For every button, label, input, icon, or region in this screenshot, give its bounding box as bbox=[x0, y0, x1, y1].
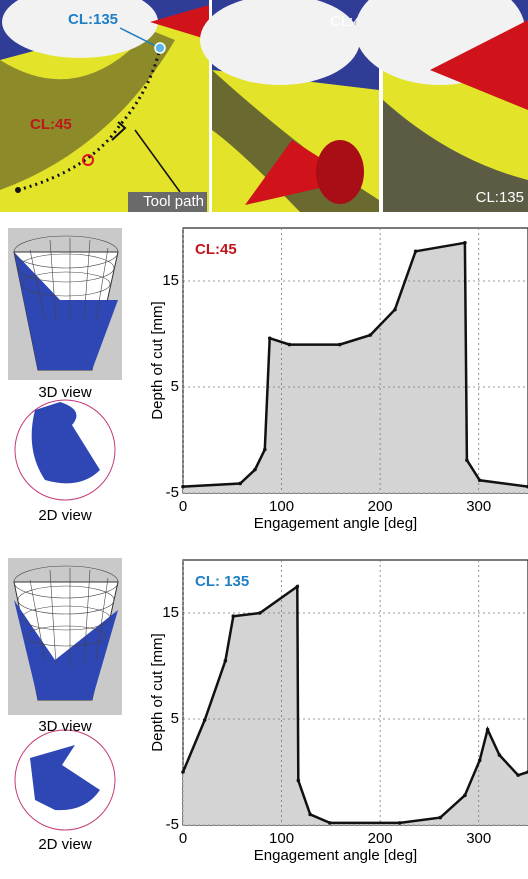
cl135-label: CL:135 bbox=[68, 11, 118, 28]
data-point bbox=[181, 770, 185, 774]
x-tick-label: 300 bbox=[466, 830, 491, 847]
view-label: 3D view bbox=[38, 718, 92, 735]
data-point bbox=[463, 241, 467, 245]
y-tick-label: -5 bbox=[166, 484, 179, 501]
data-point bbox=[287, 342, 292, 347]
data-point bbox=[477, 478, 482, 483]
x-tick-label: 100 bbox=[269, 830, 294, 847]
data-point bbox=[393, 307, 397, 312]
side-2d-2 bbox=[14, 729, 116, 831]
data-point bbox=[413, 249, 418, 254]
side-2d-1 bbox=[14, 399, 116, 501]
data-point bbox=[463, 793, 467, 798]
data-point bbox=[263, 447, 267, 452]
data-point bbox=[238, 481, 242, 486]
view-label: 2D view bbox=[38, 836, 92, 853]
side-3d-1 bbox=[8, 228, 122, 380]
y-tick-label: 15 bbox=[162, 272, 179, 289]
x-axis-label: Engagement angle [deg] bbox=[254, 847, 417, 864]
y-axis-label: Depth of cut [mm] bbox=[149, 633, 166, 751]
area-fill bbox=[183, 242, 528, 493]
data-point bbox=[253, 467, 257, 472]
cl45-render bbox=[200, 0, 379, 212]
data-point bbox=[231, 614, 236, 618]
x-tick-label: 200 bbox=[368, 830, 393, 847]
data-point bbox=[258, 611, 262, 615]
data-point bbox=[296, 778, 301, 783]
data-point bbox=[497, 753, 502, 757]
cl135-render bbox=[355, 0, 528, 212]
data-point bbox=[337, 342, 342, 347]
x-tick-label: 100 bbox=[269, 498, 294, 515]
data-point bbox=[465, 458, 469, 462]
overview-render bbox=[0, 0, 209, 212]
y-axis-label: Depth of cut [mm] bbox=[149, 301, 166, 419]
y-tick-label: 5 bbox=[171, 710, 179, 727]
y-tick-label: 5 bbox=[171, 378, 179, 395]
data-point bbox=[328, 821, 332, 825]
cl135-view-label: CL:135 bbox=[476, 189, 524, 206]
x-tick-label: 0 bbox=[179, 830, 187, 847]
data-point bbox=[267, 336, 272, 341]
view-label: 2D view bbox=[38, 507, 92, 524]
data-point bbox=[368, 333, 373, 337]
tool-path-label: Tool path bbox=[143, 193, 204, 210]
data-point bbox=[223, 658, 228, 663]
data-point bbox=[477, 758, 482, 763]
y-tick-label: -5 bbox=[166, 816, 179, 833]
data-point bbox=[485, 727, 490, 732]
data-point bbox=[308, 812, 312, 817]
data-point bbox=[398, 821, 402, 825]
x-tick-label: 200 bbox=[368, 498, 393, 515]
data-point bbox=[295, 584, 300, 589]
data-point bbox=[516, 773, 520, 777]
x-tick-label: 300 bbox=[466, 498, 491, 515]
x-axis-label: Engagement angle [deg] bbox=[254, 515, 417, 532]
view-label: 3D view bbox=[38, 384, 92, 401]
chart-title: CL:45 bbox=[195, 241, 237, 258]
data-line bbox=[182, 241, 528, 488]
y-tick-label: 15 bbox=[162, 604, 179, 621]
data-point bbox=[438, 815, 443, 820]
side-3d-2 bbox=[8, 558, 122, 715]
cl45-label: CL:45 bbox=[30, 116, 72, 133]
chart-title: CL: 135 bbox=[195, 573, 249, 590]
data-point bbox=[181, 484, 185, 489]
data-point bbox=[202, 718, 207, 722]
area-fill bbox=[183, 586, 528, 825]
x-tick-label: 0 bbox=[179, 498, 187, 515]
